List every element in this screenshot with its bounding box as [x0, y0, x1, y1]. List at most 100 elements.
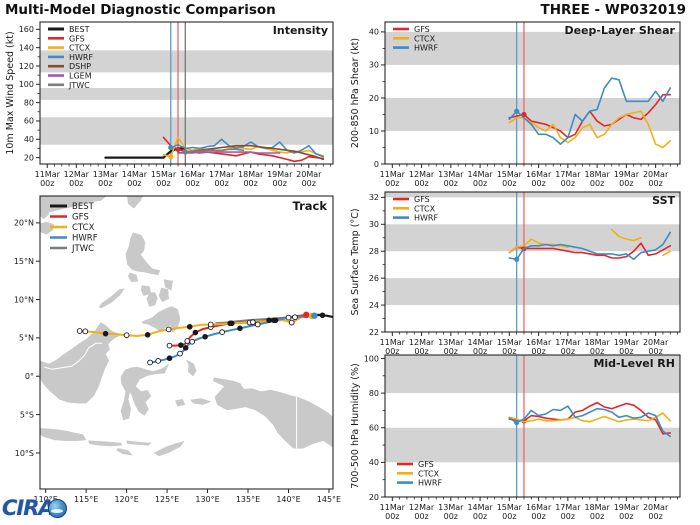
legend-label-CTCX: CTCX: [414, 34, 436, 43]
track-fix-open: [147, 359, 153, 366]
landmass: [126, 440, 152, 446]
series-LGEM: [177, 151, 281, 154]
y-tick-label: 80: [369, 389, 379, 398]
y-tick-label: 10: [369, 127, 379, 136]
lon-tick-label: 135°E: [236, 495, 260, 504]
track-fix-filled: [102, 330, 109, 337]
y-tick-label: 60: [369, 424, 379, 433]
track-fix-open: [123, 332, 130, 339]
lat-tick-label: 5°S: [20, 410, 34, 419]
init-marker-CTCX: [168, 154, 174, 160]
y-tick-label: 160: [19, 25, 34, 34]
x-tick-label: 16Mar 00z: [526, 338, 552, 356]
legend-label-HWRF: HWRF: [414, 44, 438, 53]
landmass: [174, 399, 186, 407]
lon-tick-label: 140°E: [276, 495, 300, 504]
track-fix-open: [166, 342, 173, 349]
x-tick-label: 20Mar 00z: [296, 170, 322, 188]
series-CTCX: [508, 110, 671, 149]
init-marker-JTWC: [182, 149, 188, 155]
x-tick-label: 17Mar 00z: [555, 338, 581, 356]
series-GFS: [508, 401, 671, 435]
y-tick-label: 26: [369, 274, 379, 283]
lat-tick-label: 5°N: [19, 334, 34, 343]
x-tick-label: 11Mar 00z: [380, 170, 406, 188]
legend-label-GFS: GFS: [69, 34, 85, 43]
x-tick-label: 12Mar 00z: [409, 170, 435, 188]
category-band: [385, 224, 680, 252]
x-tick-label: 13Mar 00z: [438, 338, 464, 356]
legend-label-CTCX: CTCX: [72, 223, 95, 233]
track-fix-open: [285, 314, 292, 321]
category-band: [385, 427, 680, 463]
legend-label-GFS: GFS: [414, 25, 430, 34]
lon-tick-label: 145°E: [317, 495, 341, 504]
legend-label-CTCX: CTCX: [414, 204, 436, 213]
init-marker-HWRF: [514, 419, 520, 426]
lat-tick-label: 10°N: [14, 295, 34, 304]
track-fix-open: [219, 329, 225, 335]
landmass: [141, 306, 181, 333]
legend-label-CTCX: CTCX: [69, 44, 91, 53]
landmass: [40, 322, 122, 404]
legend-label-HWRF: HWRF: [418, 479, 442, 488]
x-tick-label: 19Mar 00z: [614, 338, 640, 356]
x-tick-label: 12Mar 00z: [64, 170, 90, 188]
category-band: [385, 278, 680, 306]
track-fix-open: [207, 321, 214, 328]
series-layer: [508, 228, 671, 262]
landmass: [127, 196, 144, 209]
series-HWRF: [508, 405, 671, 438]
lat-tick-label: 0°: [25, 372, 34, 381]
x-tick-label: 19Mar 00z: [614, 170, 640, 188]
track-fix-open: [254, 321, 261, 328]
panel-title-rh: Mid-Level RH: [593, 357, 675, 370]
x-tick-label: 11Mar 00z: [35, 170, 61, 188]
x-tick-label: 20Mar 00z: [643, 170, 669, 188]
x-tick-label: 18Mar 00z: [238, 170, 264, 188]
x-tick-label: 15Mar 00z: [151, 170, 177, 188]
plot-frame: [384, 21, 681, 165]
track-start-marker-HWRF: [311, 312, 318, 319]
storm-id: THREE - WP032019: [540, 2, 687, 18]
y-tick-label: 40: [24, 135, 34, 144]
track-fix-filled: [144, 332, 151, 338]
cira-logo: CIRA: [2, 496, 67, 520]
x-tick-label: 15Mar 00z: [497, 503, 523, 521]
landmass: [185, 359, 197, 377]
track-fix-filled: [319, 312, 326, 319]
map-frame: [39, 195, 334, 490]
lat-tick-label: 10°S: [15, 449, 34, 458]
series-CTCX: [508, 412, 671, 423]
y-tick-label: 20: [24, 153, 34, 162]
track-fix-filled: [192, 329, 199, 336]
x-tick-label: 13Mar 00z: [438, 503, 464, 521]
panel-title-intensity: Intensity: [273, 24, 328, 37]
landmass: [153, 440, 185, 457]
legend-label-JTWC: JTWC: [68, 81, 90, 90]
x-tick-label: 16Mar 00z: [526, 170, 552, 188]
x-tick-label: 12Mar 00z: [409, 503, 435, 521]
panel-title-shear: Deep-Layer Shear: [564, 24, 675, 37]
legend-label-JTWC: JTWC: [71, 244, 94, 254]
x-tick-label: 17Mar 00z: [555, 170, 581, 188]
category-band: [385, 355, 680, 394]
track-fix-filled: [266, 317, 272, 324]
panel-title-track: Track: [293, 199, 328, 213]
y-tick-label: 30: [369, 61, 379, 70]
x-tick-label: 15Mar 00z: [497, 338, 523, 356]
category-band: [40, 50, 333, 73]
legend-label-HWRF: HWRF: [72, 234, 98, 244]
x-tick-label: 17Mar 00z: [209, 170, 235, 188]
page-title: Multi-Model Diagnostic Comparison: [5, 2, 276, 18]
map-layer: [40, 196, 333, 457]
x-tick-label: 13Mar 00z: [93, 170, 119, 188]
y-tick-label: 28: [369, 247, 379, 256]
y-tick-label: 100: [19, 80, 34, 89]
category-band: [385, 192, 680, 198]
init-marker-HWRF: [514, 108, 520, 114]
y-tick-label: 40: [369, 28, 379, 37]
